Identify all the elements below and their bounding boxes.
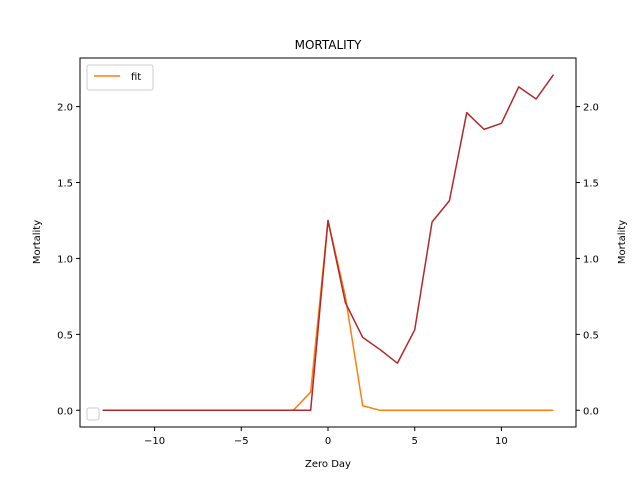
x-tick-label: 10 <box>495 436 508 447</box>
x-axis-label: Zero Day <box>305 459 351 470</box>
empty-legend-box <box>86 407 100 421</box>
axes-layer: −10 −5 0 5 10 0.0 0.0 0.5 0.5 1.0 1.0 1.5 1.5 2.0 2.0 <box>57 103 599 447</box>
x-tick-label: 5 <box>412 436 418 447</box>
legend-box <box>86 64 154 91</box>
y-axis-label-right: Mortality <box>617 220 628 264</box>
y-tick-label-left: 0.5 <box>57 330 73 341</box>
y-tick-label-left: 1.0 <box>57 254 73 265</box>
x-tick-label: 0 <box>325 436 331 447</box>
y-axis-label-left: Mortality <box>32 220 43 264</box>
y-tick-label-left: 0.0 <box>57 406 73 417</box>
y-tick-label-right: 1.0 <box>583 254 599 265</box>
x-tick-label: −10 <box>144 436 165 447</box>
series-line-observed <box>102 74 555 412</box>
y-tick-label-right: 1.5 <box>583 179 599 190</box>
x-tick-label: −5 <box>234 436 249 447</box>
legend: fit <box>86 64 154 91</box>
y-tick-label-right: 2.0 <box>583 103 599 114</box>
y-tick-label-right: 0.5 <box>583 330 599 341</box>
legend-label-fit: fit <box>131 72 141 83</box>
y-tick-label-right: 0.0 <box>583 406 599 417</box>
y-tick-label-left: 1.5 <box>57 179 73 190</box>
series-layer <box>102 74 555 412</box>
plot-frame <box>79 57 577 428</box>
chart-title: MORTALITY <box>295 38 362 52</box>
y-tick-label-left: 2.0 <box>57 103 73 114</box>
